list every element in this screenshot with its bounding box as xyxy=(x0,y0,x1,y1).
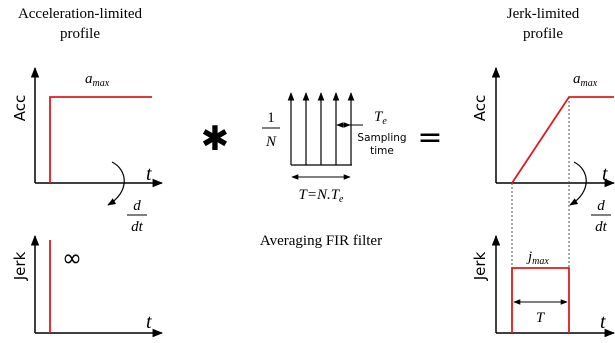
filter-te-label: Te xyxy=(374,109,387,127)
left-acc-plot: Acc amax t xyxy=(11,66,164,188)
left-amax-label: amax xyxy=(85,71,110,89)
left-infinity-label: ∞ xyxy=(62,244,82,272)
right-acc-plot: Acc amax t xyxy=(471,66,615,188)
left-jerk-plot: Jerk ∞ t xyxy=(11,234,164,338)
left-acc-t-label: t xyxy=(146,163,152,185)
left-jerk-t-label: t xyxy=(146,311,152,333)
left-acc-step-signal xyxy=(49,96,152,183)
left-jerk-axis-label: Jerk xyxy=(11,251,29,281)
right-jerk-t-label: t xyxy=(600,311,606,333)
left-derivative-curve xyxy=(107,161,125,206)
fir-filter: 1 N Te Sampling time T=N.Te Averaging FI… xyxy=(260,92,407,249)
right-title-line1: Jerk-limited xyxy=(507,6,580,22)
filter-period-label: T=N.Te xyxy=(298,187,344,205)
equals-operator: = xyxy=(417,120,442,155)
right-derivative-denominator: dt xyxy=(595,219,608,235)
right-amax-label: amax xyxy=(573,71,598,89)
right-acc-axis-label: Acc xyxy=(471,95,489,122)
right-jerk-plot: Jerk jmax T t xyxy=(471,234,615,338)
left-derivative-numerator: d xyxy=(133,198,141,214)
convolution-operator: ✱ xyxy=(201,119,230,159)
right-jerk-pulse-signal xyxy=(511,267,570,333)
left-title-line1: Acceleration-limited xyxy=(18,6,143,22)
right-jmax-label: jmax xyxy=(526,249,549,267)
right-derivative-numerator: d xyxy=(597,198,605,214)
right-derivative-arrow: d dt xyxy=(569,161,611,235)
filter-caption: Averaging FIR filter xyxy=(260,233,382,249)
filter-gain-denominator: N xyxy=(265,134,277,150)
filter-sampling-line2: time xyxy=(370,145,394,157)
left-panel: Acceleration-limited profile Acc amax t … xyxy=(11,6,164,338)
right-panel: Jerk-limited profile Acc amax t d dt xyxy=(471,6,615,338)
left-derivative-denominator: dt xyxy=(131,219,144,235)
right-acc-t-label: t xyxy=(602,163,608,185)
left-derivative-arrow: d dt xyxy=(107,161,147,235)
right-period-label: T xyxy=(536,310,546,326)
right-jerk-axis-label: Jerk xyxy=(471,251,489,281)
filter-gain-numerator: 1 xyxy=(267,110,275,126)
filter-sampling-line1: Sampling xyxy=(357,132,406,144)
right-derivative-curve xyxy=(569,161,587,206)
right-title-line2: profile xyxy=(523,26,563,42)
left-acc-axis-label: Acc xyxy=(11,95,29,122)
right-acc-ramp-signal xyxy=(511,96,614,184)
left-title-line2: profile xyxy=(60,26,100,42)
